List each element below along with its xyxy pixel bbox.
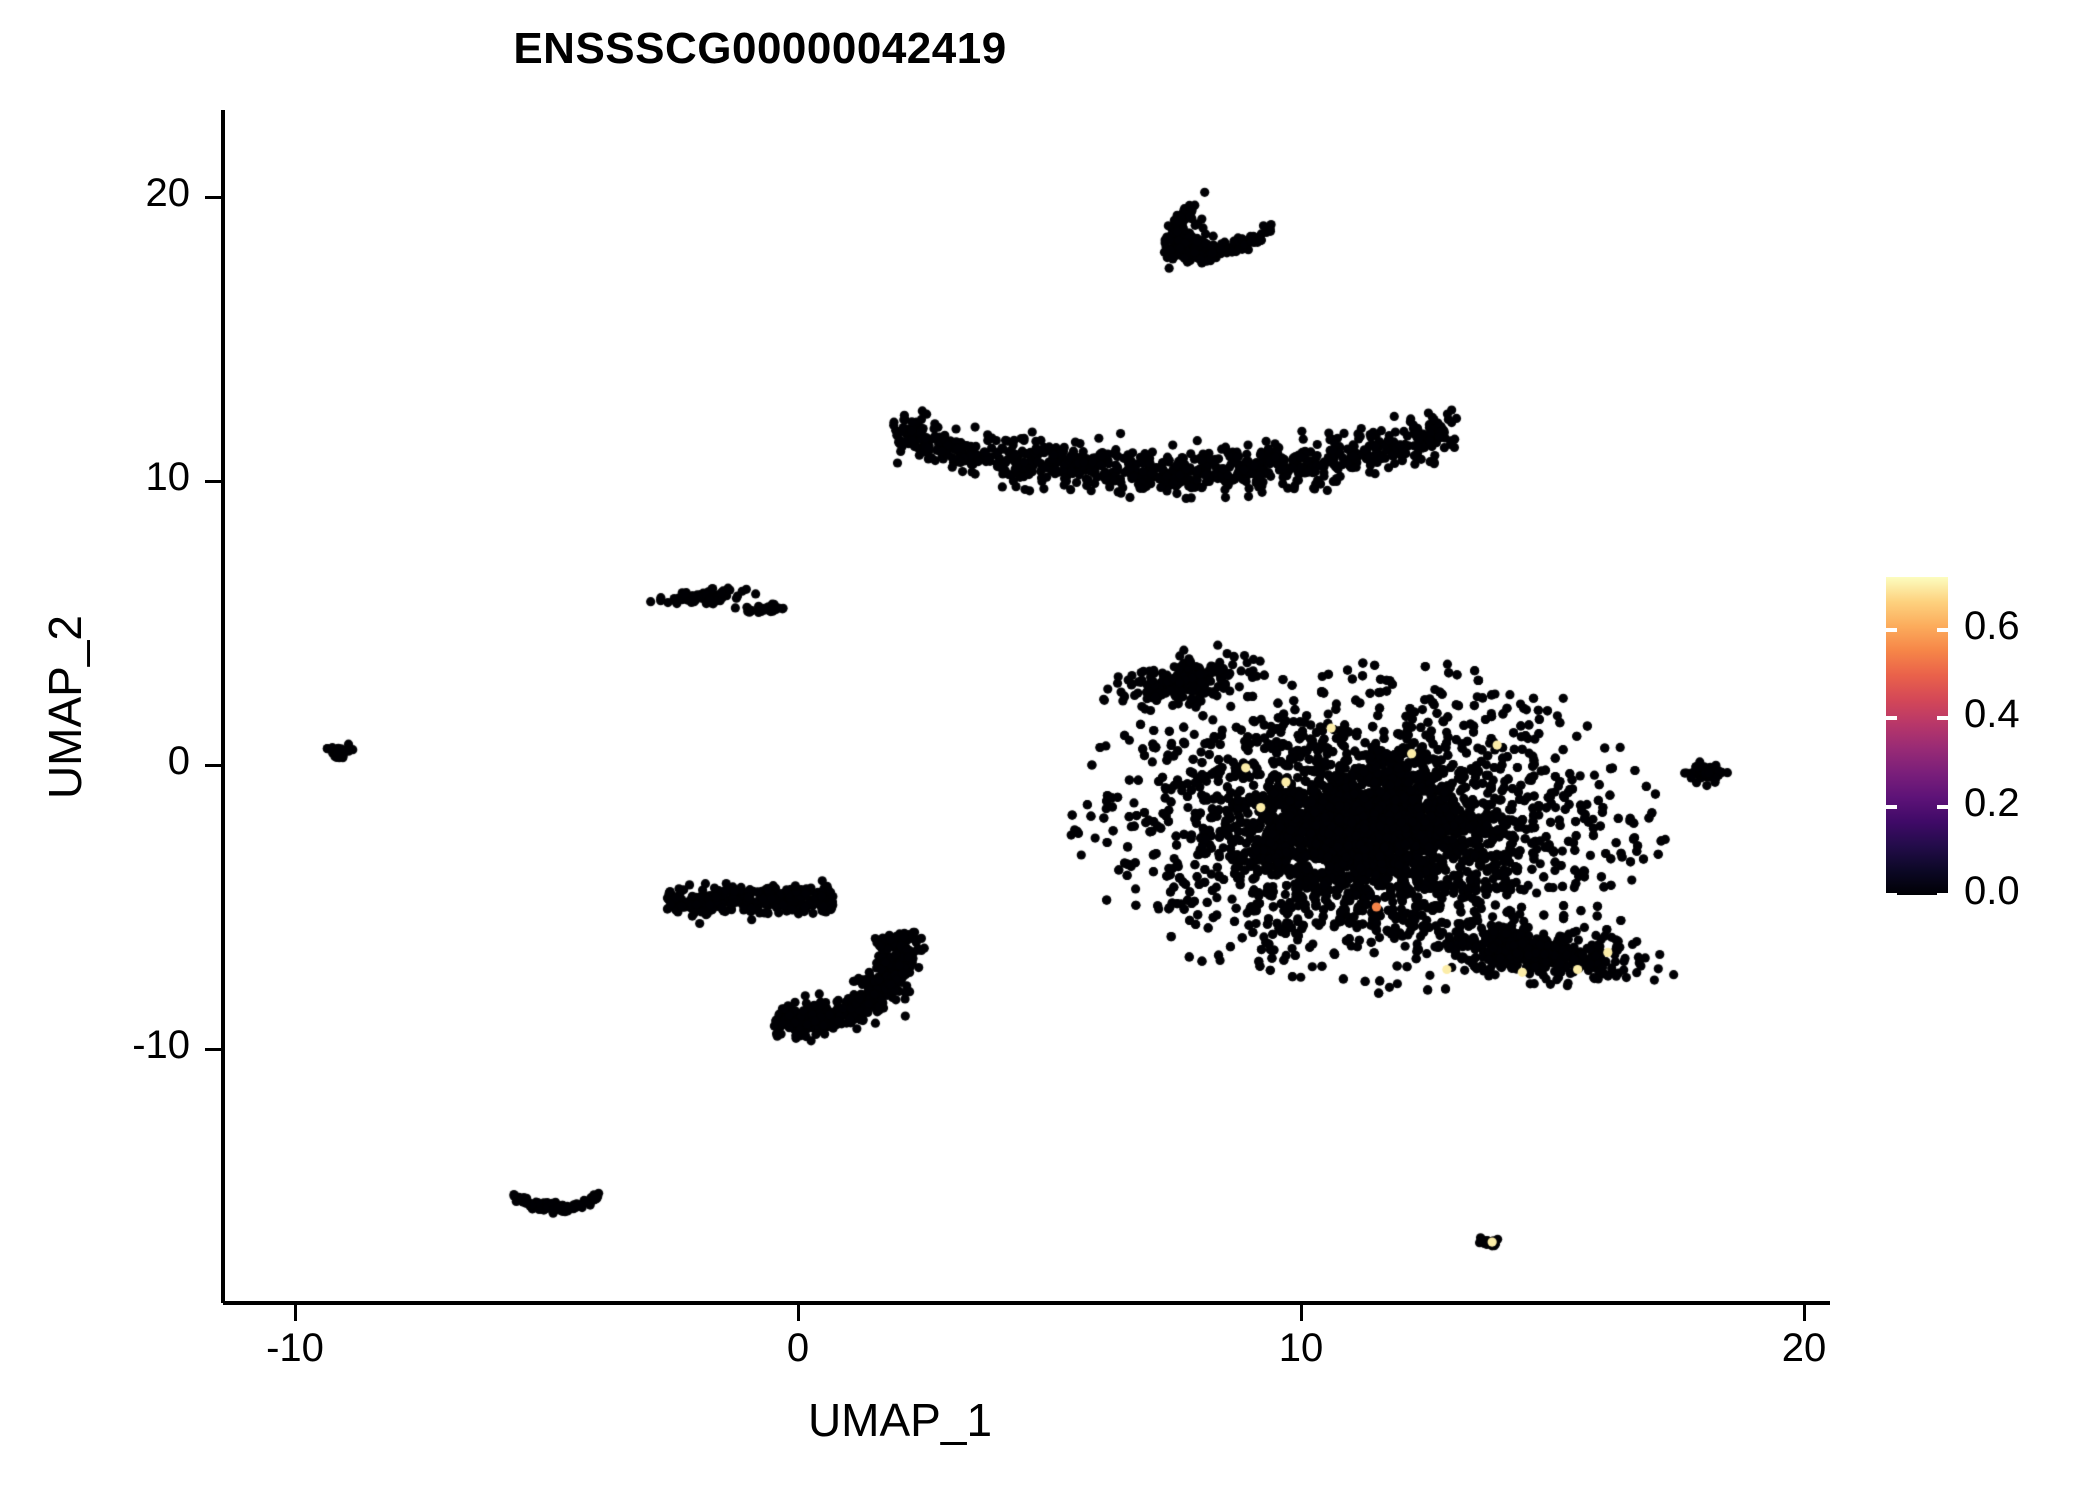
y-tick-mark xyxy=(205,480,221,483)
colorbar-gradient xyxy=(1886,577,1948,895)
plot-panel xyxy=(223,110,1830,1303)
y-axis-title: UMAP_2 xyxy=(39,614,91,800)
y-tick-label: 0 xyxy=(167,739,190,783)
x-axis-title: UMAP_1 xyxy=(807,1394,993,1446)
colorbar-tick-mark xyxy=(1886,628,1897,632)
colorbar-tick-mark xyxy=(1886,716,1897,721)
x-tick-mark xyxy=(1803,1305,1806,1321)
scatter-points-canvas xyxy=(223,110,1830,1303)
y-tick-mark xyxy=(205,1048,221,1051)
colorbar-tick-mark xyxy=(1937,804,1948,809)
x-tick-label: 20 xyxy=(1781,1326,1827,1370)
colorbar-tick-label: 0.0 xyxy=(1964,869,2020,913)
colorbar-tick-label: 0.4 xyxy=(1964,692,2020,737)
x-tick-mark xyxy=(1300,1305,1303,1321)
y-tick-mark xyxy=(205,196,221,199)
y-tick-label: 20 xyxy=(145,171,191,215)
colorbar-tick-mark xyxy=(1886,893,1897,897)
colorbar-tick-label: 0.6 xyxy=(1964,604,2020,648)
page-title: ENSSSCG00000042419 xyxy=(513,24,1007,73)
y-tick-label: 10 xyxy=(145,455,191,499)
x-tick-mark xyxy=(797,1305,800,1321)
colorbar-tick-mark xyxy=(1937,716,1948,721)
colorbar-tick-label: 0.2 xyxy=(1964,780,2020,825)
colorbar-legend: 0.6 0.4 0.2 0.0 xyxy=(1886,577,2086,913)
y-axis-line xyxy=(221,110,225,1303)
x-axis-line xyxy=(223,1301,1830,1305)
colorbar-tick-mark xyxy=(1937,628,1948,632)
x-tick-label: 10 xyxy=(1278,1326,1324,1370)
y-tick-mark xyxy=(205,764,221,767)
x-tick-label: 0 xyxy=(786,1326,810,1370)
colorbar-tick-mark xyxy=(1937,893,1948,897)
x-tick-mark xyxy=(294,1305,297,1321)
x-tick-label: -10 xyxy=(266,1326,324,1370)
y-tick-label: -10 xyxy=(132,1023,190,1067)
colorbar-tick-mark xyxy=(1886,804,1897,809)
